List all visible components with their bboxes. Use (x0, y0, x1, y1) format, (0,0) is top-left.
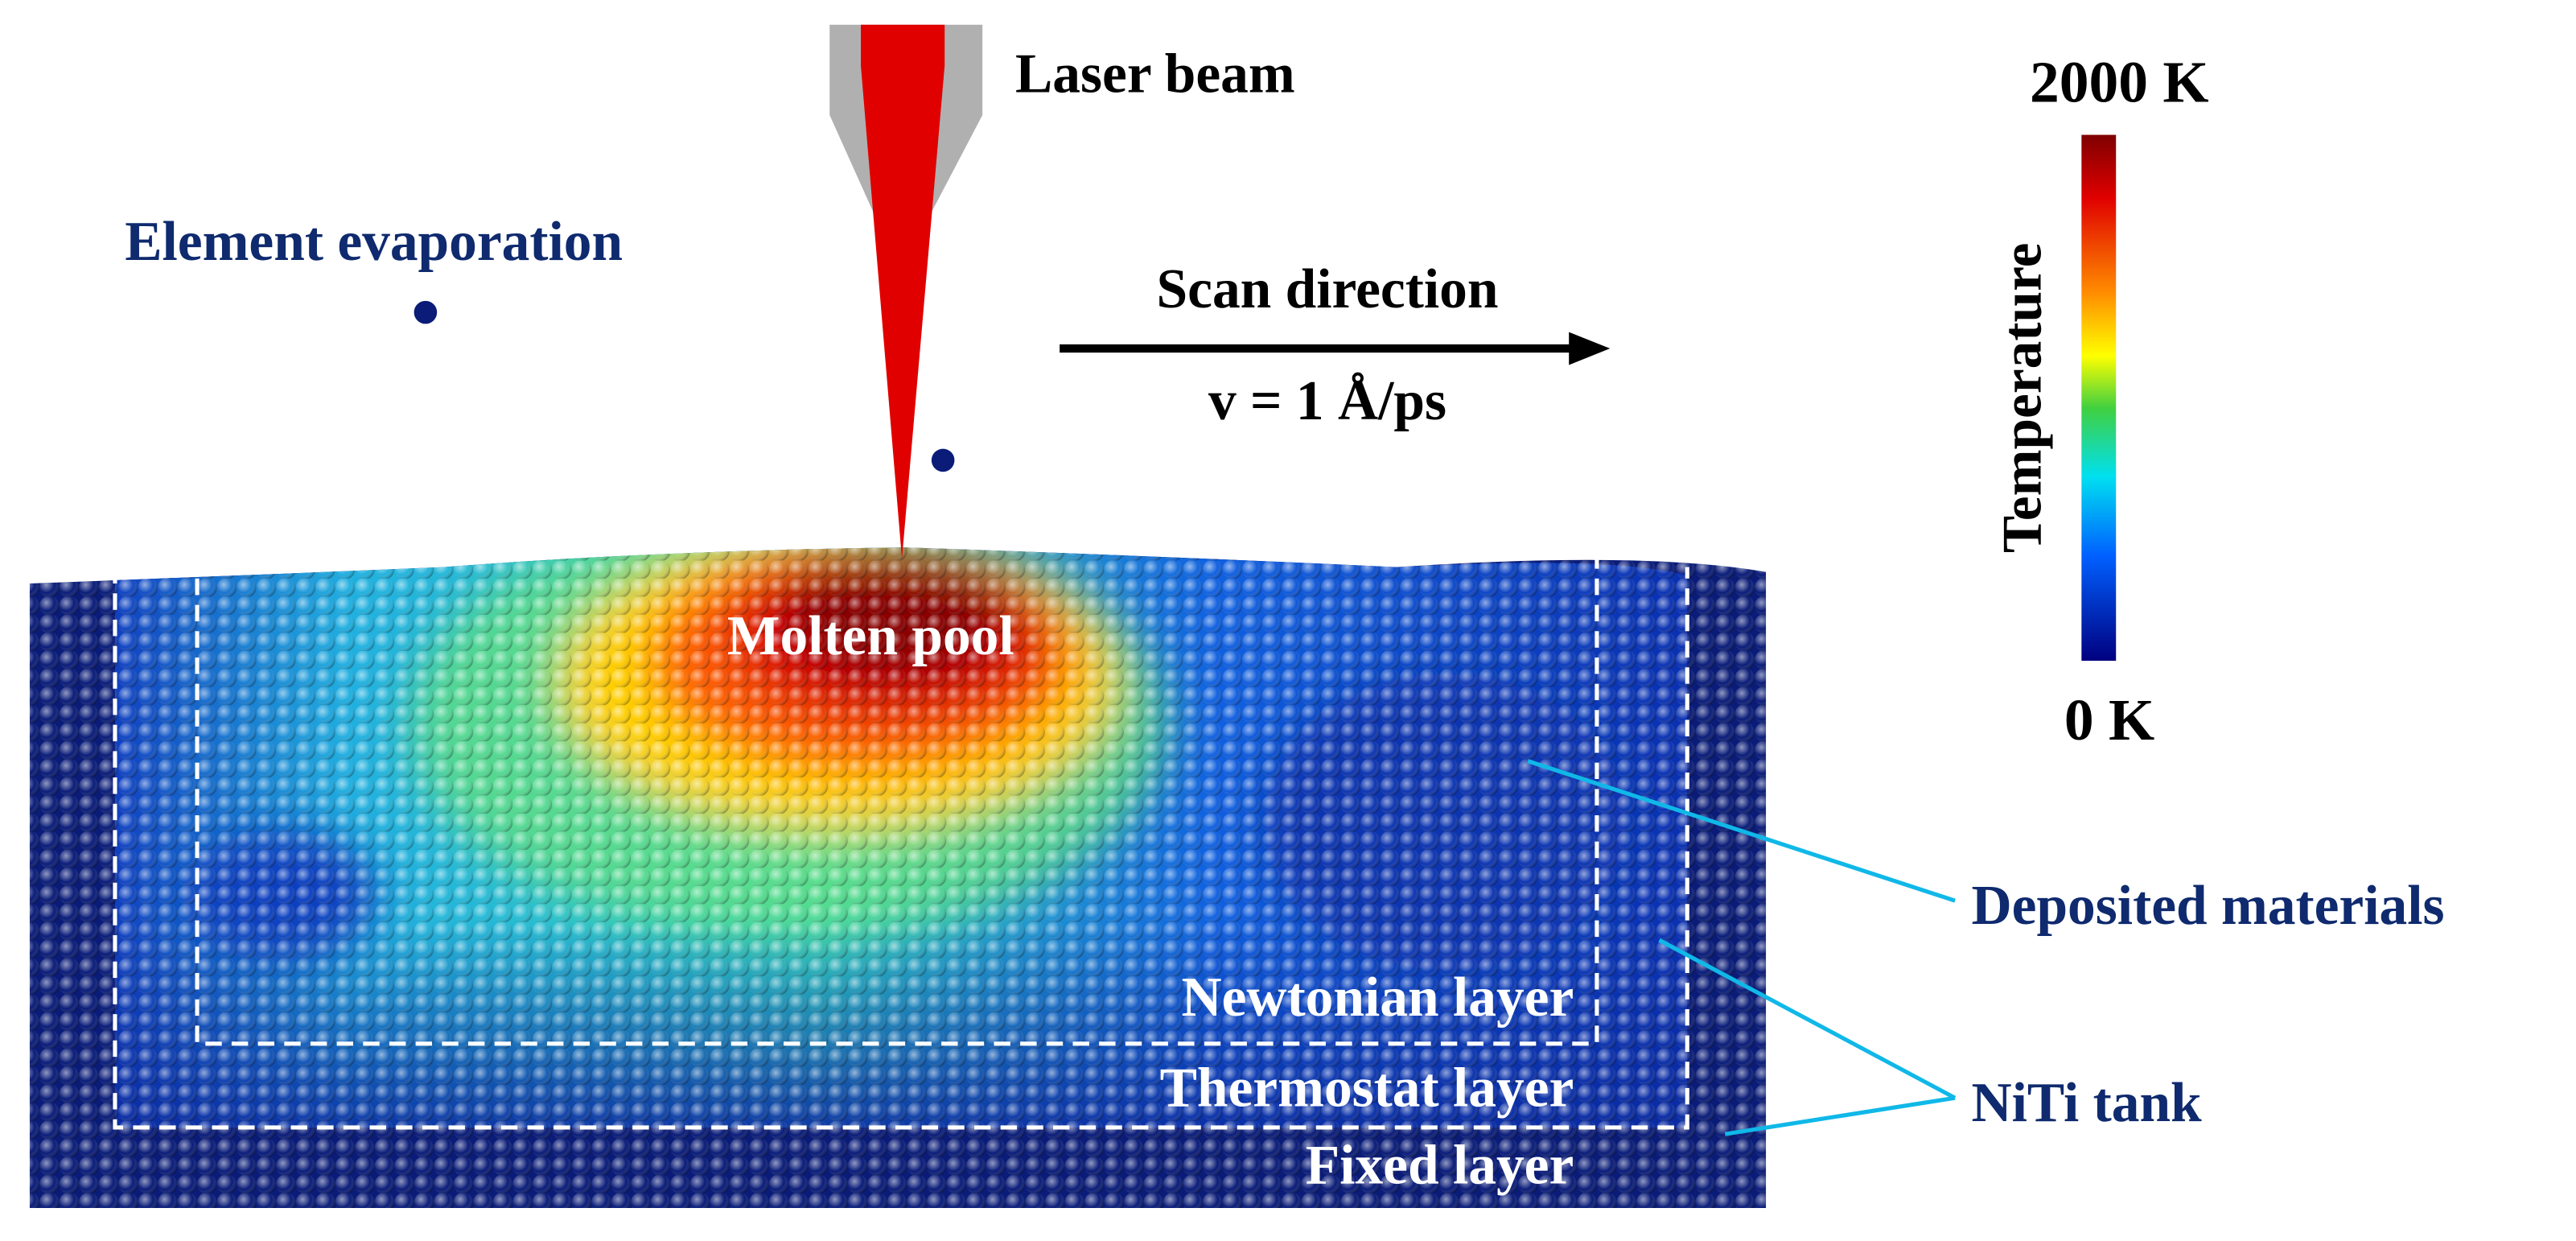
colorbar-max: 2000 K (2030, 49, 2209, 115)
scan-label: Scan direction (1157, 258, 1499, 320)
velocity-label: v = 1 Å/ps (1208, 370, 1446, 432)
laser-label: Laser beam (1015, 43, 1295, 105)
evaporation-label: Element evaporation (125, 211, 623, 273)
fixed-label: Fixed layer (1306, 1134, 1574, 1196)
colorbar-min: 0 K (2064, 686, 2154, 752)
colorbar-title: Temperature (1991, 242, 2053, 553)
thermostat-label: Thermostat layer (1160, 1057, 1574, 1119)
newtonian-boundary (195, 550, 1599, 1046)
molten-pool-label: Molten pool (727, 605, 1014, 667)
thermostat-boundary (113, 567, 1689, 1130)
arrow-head (1569, 332, 1611, 365)
callout-lines (1527, 759, 1957, 1136)
tank-label: NiTi tank (1972, 1072, 2203, 1134)
atom-slab (29, 547, 1767, 1209)
deposited-label: Deposited materials (1972, 875, 2445, 937)
evaporated-atom (931, 448, 955, 472)
laser-beam (861, 24, 945, 559)
evaporated-atom (414, 300, 438, 324)
colorbar (2081, 134, 2117, 662)
newtonian-label: Newtonian layer (1181, 967, 1574, 1029)
